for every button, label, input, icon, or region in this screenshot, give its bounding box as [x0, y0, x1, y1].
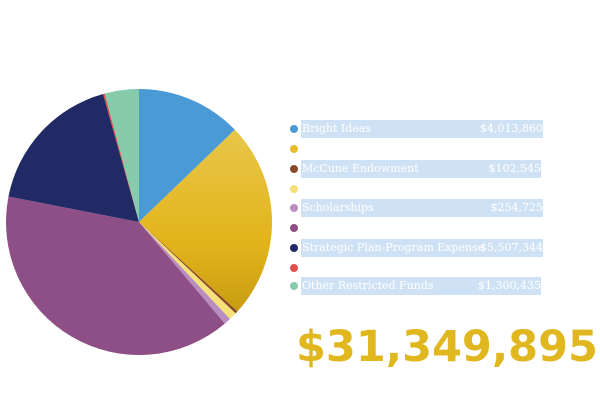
legend-highlight	[301, 199, 543, 217]
legend-item: Strategic Plan-Program Expense $5,507,344	[288, 239, 558, 257]
legend-value: $254,725	[490, 201, 544, 214]
legend-label: Other Restricted Funds	[302, 279, 434, 292]
legend-item	[288, 259, 558, 277]
legend-highlight	[301, 120, 543, 138]
legend-label: McCune Endowment	[302, 162, 419, 175]
legend-item	[288, 219, 558, 237]
legend-swatch	[290, 282, 298, 290]
legend-value: $1,300,435	[478, 279, 541, 292]
legend-swatch	[290, 125, 298, 133]
legend-swatch	[290, 224, 298, 232]
pie-slice-8	[103, 93, 139, 223]
pie-slice-7	[8, 93, 139, 222]
pie-slice-6	[5, 196, 225, 355]
legend-item: Scholarships $254,725	[288, 199, 558, 217]
pie-slice-2	[139, 129, 273, 312]
legend-item: Bright Ideas $4,013,860	[288, 120, 558, 138]
pie-chart	[5, 89, 273, 355]
pie-slice-3	[139, 222, 238, 314]
legend-swatch	[290, 244, 298, 252]
legend-swatch	[290, 165, 298, 173]
legend-highlight	[301, 239, 543, 257]
legend-item: McCune Endowment $102,545	[288, 160, 558, 178]
legend-item	[288, 180, 558, 198]
legend-swatch	[290, 264, 298, 272]
total-amount: $31,349,895	[296, 322, 598, 372]
legend-label: Bright Ideas	[302, 122, 372, 135]
legend-swatch	[290, 185, 298, 193]
pie-slice-5	[139, 222, 230, 324]
legend-swatch	[290, 145, 298, 153]
legend-value: $5,507,344	[480, 241, 543, 254]
legend-label: Scholarships	[302, 201, 374, 214]
legend-highlight	[301, 160, 541, 178]
pie-slice-4	[139, 222, 236, 320]
legend-highlight	[301, 277, 541, 295]
pie-slice-9	[104, 89, 139, 222]
pie-slice-1	[139, 89, 235, 222]
legend-item: Other Restricted Funds $1,300,435	[288, 277, 558, 295]
legend-label: Strategic Plan-Program Expense	[302, 241, 485, 254]
legend-value: $4,013,860	[480, 122, 543, 135]
legend-swatch	[290, 204, 298, 212]
legend-item	[288, 140, 558, 158]
legend-value: $102,545	[488, 162, 542, 175]
